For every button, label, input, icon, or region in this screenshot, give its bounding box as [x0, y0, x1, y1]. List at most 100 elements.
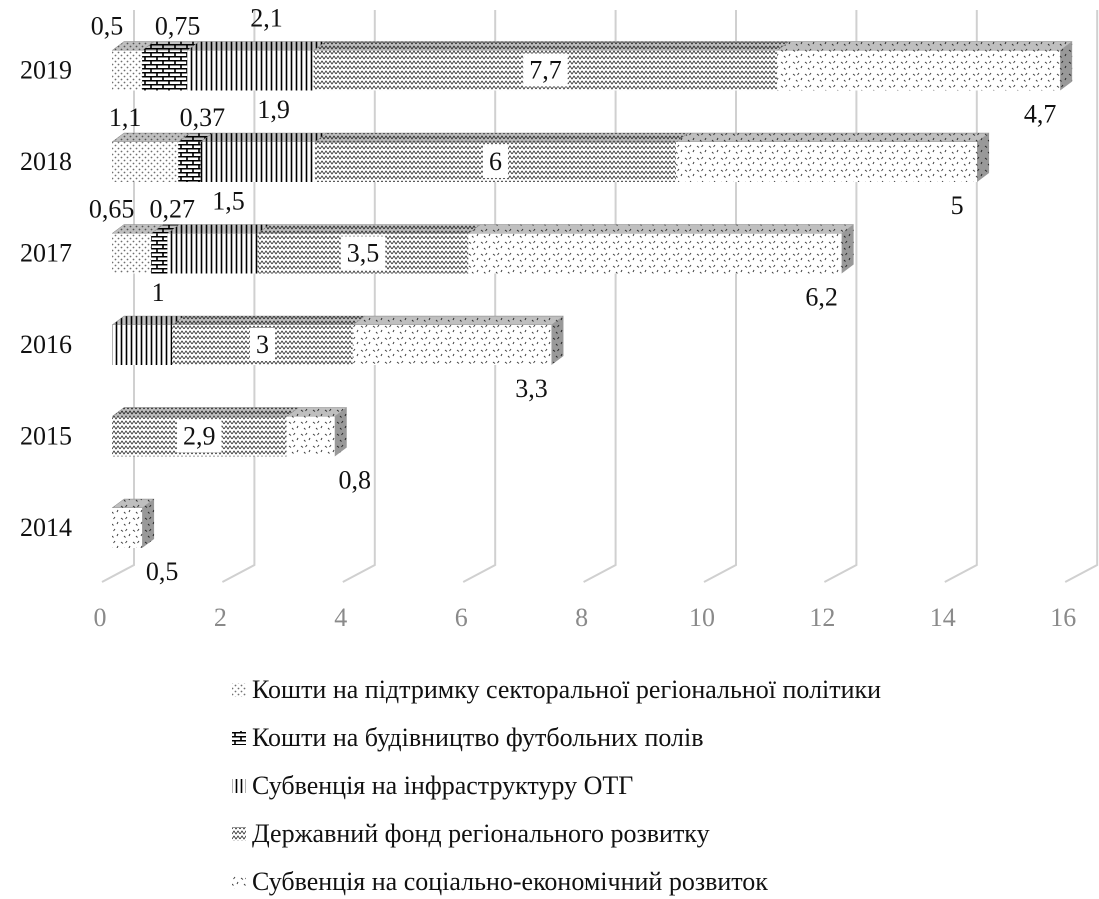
- x-tick-label: 6: [455, 603, 468, 632]
- bar-segment: [200, 142, 315, 182]
- value-label-box: [250, 327, 275, 361]
- x-tick-label: 0: [94, 603, 107, 632]
- bar-segment: [167, 233, 258, 274]
- bar-segment: [676, 142, 978, 182]
- bar-segment: [142, 50, 188, 91]
- bar-side: [142, 499, 155, 548]
- bar-side-shade: [142, 499, 155, 548]
- value-label: 0,37: [180, 103, 226, 132]
- bar-top-shade: [257, 224, 481, 234]
- legend-swatch: [232, 731, 246, 745]
- value-label: 1: [152, 278, 165, 307]
- value-label-box: [340, 236, 386, 270]
- bar-segment: [468, 233, 842, 274]
- x-tick-label: 10: [689, 603, 715, 632]
- value-label: 3,3: [515, 374, 548, 403]
- bar-segment: [777, 50, 1061, 91]
- grid-line: [583, 10, 617, 583]
- bar-top-shade: [112, 133, 191, 142]
- bar-segment: [286, 416, 335, 457]
- bar-top-shade: [187, 41, 326, 51]
- bar-segment: [112, 508, 143, 548]
- bar-top-shade: [172, 316, 365, 325]
- legend-label: Субвенція на інфраструктуру ОТГ: [252, 771, 633, 800]
- value-label: 2,1: [250, 3, 283, 32]
- legend-swatch: [232, 683, 246, 697]
- bar-top-shade: [468, 224, 854, 234]
- value-label: 0,8: [338, 465, 371, 494]
- bar-side-shade: [334, 407, 347, 457]
- value-label: 0,5: [146, 557, 179, 586]
- bar-top-shade: [167, 224, 270, 234]
- grid-line: [944, 10, 978, 583]
- value-label: 0,5: [91, 11, 124, 40]
- bar-segment: [112, 325, 173, 365]
- bar-segment: [151, 233, 168, 274]
- bar-side-shade: [1060, 41, 1073, 91]
- bar-side: [551, 316, 564, 365]
- x-tick-label: 2: [214, 603, 227, 632]
- value-label: 3: [256, 330, 269, 359]
- value-label-box: [177, 419, 222, 453]
- y-tick-label: 2016: [20, 330, 72, 359]
- bar-top-shade: [151, 224, 180, 234]
- legend-label: Державний фонд регіонального розвитку: [252, 819, 710, 848]
- value-label: 0,27: [150, 194, 196, 223]
- value-label: 1,1: [109, 103, 142, 132]
- bar-segment: [187, 50, 314, 91]
- value-label: 5: [951, 191, 964, 220]
- bar-segment: [112, 50, 143, 91]
- value-label: 1,5: [212, 186, 245, 215]
- legend-swatch: [232, 827, 246, 841]
- legend-swatch: [232, 779, 246, 793]
- y-tick-label: 2017: [20, 238, 72, 267]
- grid-line: [823, 10, 858, 583]
- y-tick-label: 2018: [20, 147, 72, 176]
- grid-line: [462, 10, 497, 583]
- bar-side: [977, 133, 990, 182]
- value-label: 6: [489, 147, 502, 176]
- bar-top-shade: [112, 499, 155, 508]
- bar-segment: [112, 233, 152, 274]
- y-tick-label: 2019: [20, 55, 72, 84]
- value-label: 6,2: [805, 282, 838, 311]
- bar-side-shade: [977, 133, 990, 182]
- legend-label: Кошти на підтримку секторальної регіонал…: [252, 675, 881, 704]
- bar-top-shade: [112, 316, 185, 325]
- x-tick-label: 14: [930, 603, 956, 632]
- value-label: 0,75: [155, 11, 201, 40]
- bar-segment: [178, 142, 201, 182]
- grid-line: [221, 10, 256, 583]
- value-label: 2,9: [183, 421, 216, 450]
- grid-line: [703, 10, 737, 583]
- bar-side-shade: [551, 316, 564, 365]
- bar-top-shade: [142, 41, 200, 51]
- bar-top-shade: [314, 133, 689, 142]
- value-label: 0,65: [89, 194, 135, 223]
- grid-line: [101, 10, 135, 583]
- bar-top-shade: [112, 407, 299, 417]
- legend-label: Кошти на будівництво футбольних полів: [252, 723, 703, 752]
- grid-line: [1064, 10, 1099, 583]
- value-label: 7,7: [529, 55, 562, 84]
- bar-side: [841, 224, 854, 274]
- bar-segment: [352, 325, 552, 365]
- bar-top-shade: [777, 41, 1073, 51]
- bar-side: [334, 407, 347, 457]
- legend-swatch: [232, 875, 246, 889]
- x-tick-label: 12: [809, 603, 835, 632]
- bar-segment: [112, 142, 179, 182]
- bar-side: [1060, 41, 1073, 91]
- value-label-box: [482, 144, 508, 178]
- bar-top-shade: [352, 316, 564, 325]
- value-label: 4,7: [1024, 99, 1057, 128]
- bar-top-shade: [286, 407, 347, 417]
- value-label: 1,9: [257, 95, 290, 124]
- x-tick-label: 16: [1050, 603, 1076, 632]
- bar-top-shade: [112, 224, 164, 234]
- x-tick-label: 8: [575, 603, 588, 632]
- x-tick-label: 4: [334, 603, 347, 632]
- bar-top-shade: [200, 133, 327, 142]
- bar-side-shade: [841, 224, 854, 274]
